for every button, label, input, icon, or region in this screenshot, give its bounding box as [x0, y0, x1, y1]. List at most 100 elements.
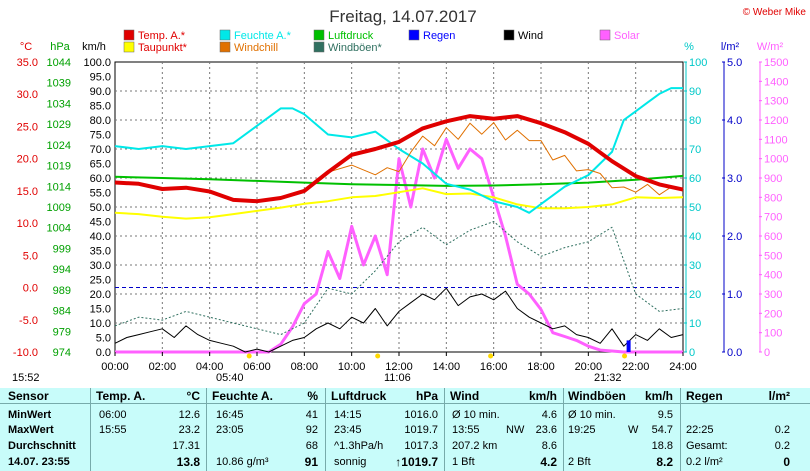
table-cell: 23.6: [535, 424, 557, 436]
y-tick-label: 55.0: [90, 188, 111, 200]
table-cell: 23.2: [178, 424, 200, 436]
table-cell: 18.8: [651, 440, 673, 452]
y-tick-label: 994: [53, 264, 71, 276]
y-axis-unit: %: [684, 41, 694, 53]
y-tick-label: 95.0: [90, 72, 111, 84]
table-cell: 207.2 km: [452, 440, 498, 452]
y-tick-label: 1.0: [727, 289, 742, 301]
y-tick-label: 1029: [47, 119, 71, 131]
series-line-luftdruck: [114, 174, 684, 187]
y-tick-label: 1009: [47, 202, 71, 214]
table-cell: 1 Bft: [452, 456, 475, 468]
y-tick-label: 100: [689, 57, 707, 69]
table-cell: 4.6: [541, 409, 557, 421]
y-tick-label: 50: [689, 202, 701, 214]
y-tick-label: -5.0: [19, 315, 38, 327]
y-tick-label: 0.0: [23, 283, 38, 295]
bottom-marks: 15:52 05:40 11:06 21:32: [12, 353, 628, 384]
y-tick-label: 40: [689, 231, 701, 243]
y-tick-label: 10: [689, 318, 701, 330]
y-tick-label: 1300: [764, 96, 788, 108]
y-tick-label: 1200: [764, 115, 788, 127]
y-axis-unit: hPa: [50, 41, 70, 53]
plot-area: [114, 87, 684, 354]
table-cell: 1019.7: [404, 424, 438, 436]
legend-label: Temp. A.*: [138, 30, 186, 42]
y-axis-unit: l/m²: [721, 41, 740, 53]
y-tick-label: 90: [689, 86, 701, 98]
legend-label: Luftdruck: [328, 30, 374, 42]
y-tick-label: 5.0: [23, 250, 38, 262]
y-tick-label: 4.0: [727, 115, 742, 127]
legend-swatch: [219, 41, 231, 53]
table-cell: 0.2: [774, 424, 790, 436]
y-tick-label: 35.0: [90, 246, 111, 258]
legend-swatch: [599, 29, 611, 41]
header-wind: Wind: [450, 389, 480, 403]
y-tick-label: 20.0: [90, 289, 111, 301]
series-line-windben: [114, 221, 684, 336]
y-tick-label: 1100: [764, 134, 788, 146]
header-humid-unit: %: [307, 389, 318, 403]
legend-swatch: [313, 29, 325, 41]
header-temp: Temp. A.: [96, 389, 146, 403]
grid: [114, 61, 684, 353]
table-cell: 68: [305, 440, 318, 452]
x-tick-label: 00:00: [101, 361, 129, 373]
y-tick-label: 30.0: [17, 89, 38, 101]
y-tick-label: 20: [689, 289, 701, 301]
y-tick-label: 300: [764, 289, 782, 301]
y-tick-label: 0.0: [727, 347, 742, 359]
y-tick-label: 3.0: [727, 173, 742, 185]
y-tick-label: 989: [53, 285, 71, 297]
weather-chart: Freitag, 14.07.2017 © Weber Mike Temp. A…: [12, 7, 807, 384]
y-axis-unit: km/h: [82, 41, 106, 53]
y-tick-label: 1024: [47, 140, 71, 152]
y-tick-label: 400: [764, 270, 782, 282]
bottom-marker: [488, 353, 494, 359]
y-tick-label: 1019: [47, 161, 71, 173]
y-tick-label: 15.0: [90, 304, 111, 316]
y-tick-label: 10.0: [17, 218, 38, 230]
x-tick-label: 14:00: [433, 361, 461, 373]
x-tick-label: 02:00: [149, 361, 177, 373]
series-line-feuchtea: [114, 87, 683, 214]
table-cell: 92: [305, 424, 318, 436]
table-cell: W: [628, 424, 639, 436]
y-tick-label: 60.0: [90, 173, 111, 185]
y-tick-label: 15.0: [17, 186, 38, 198]
chart-title: Freitag, 14.07.2017: [329, 7, 476, 26]
legend-swatch: [408, 29, 420, 41]
series-line-tempa: [114, 114, 684, 204]
legend-swatch: [123, 41, 135, 53]
bottom-marker: [622, 353, 628, 359]
table-cell: 54.7: [651, 424, 673, 436]
legend-swatch: [123, 29, 135, 41]
header-press: Luftdruck: [331, 389, 387, 403]
header-press-unit: hPa: [415, 389, 438, 403]
header-sensor: Sensor: [8, 389, 49, 403]
table-cell: 16:45: [216, 409, 244, 421]
x-axis-ticks: 00:00 02:00 04:00 06:00 08:00 10:00 12:00 14:00…: [101, 352, 697, 373]
legend-swatch: [313, 41, 325, 53]
table-cell: 8.6: [541, 440, 557, 452]
y-tick-label: 30: [689, 260, 701, 272]
y-tick-label: -10.0: [13, 347, 38, 359]
y-tick-label: 200: [764, 308, 782, 320]
y-tick-label: 974: [53, 347, 71, 359]
y-tick-label: 90.0: [90, 86, 111, 98]
y-tick-label: 30.0: [90, 260, 111, 272]
series-line-solar: [115, 137, 683, 354]
x-tick-label: 06:00: [243, 361, 271, 373]
y-tick-label: 80: [689, 115, 701, 127]
bottom-marker-label: 11:06: [384, 372, 411, 384]
table-cell: 14:15: [334, 409, 362, 421]
legend-label: Regen: [423, 30, 455, 42]
table-cell: NW: [506, 424, 525, 436]
series-line-taupunkt: [114, 187, 684, 220]
table-cell: 12.6: [178, 409, 200, 421]
table-header-divider: [0, 403, 810, 404]
y-tick-label: 35.0: [17, 57, 38, 69]
table-cell: 2 Bft: [568, 456, 591, 468]
y-tick-label: 5.0: [727, 57, 742, 69]
